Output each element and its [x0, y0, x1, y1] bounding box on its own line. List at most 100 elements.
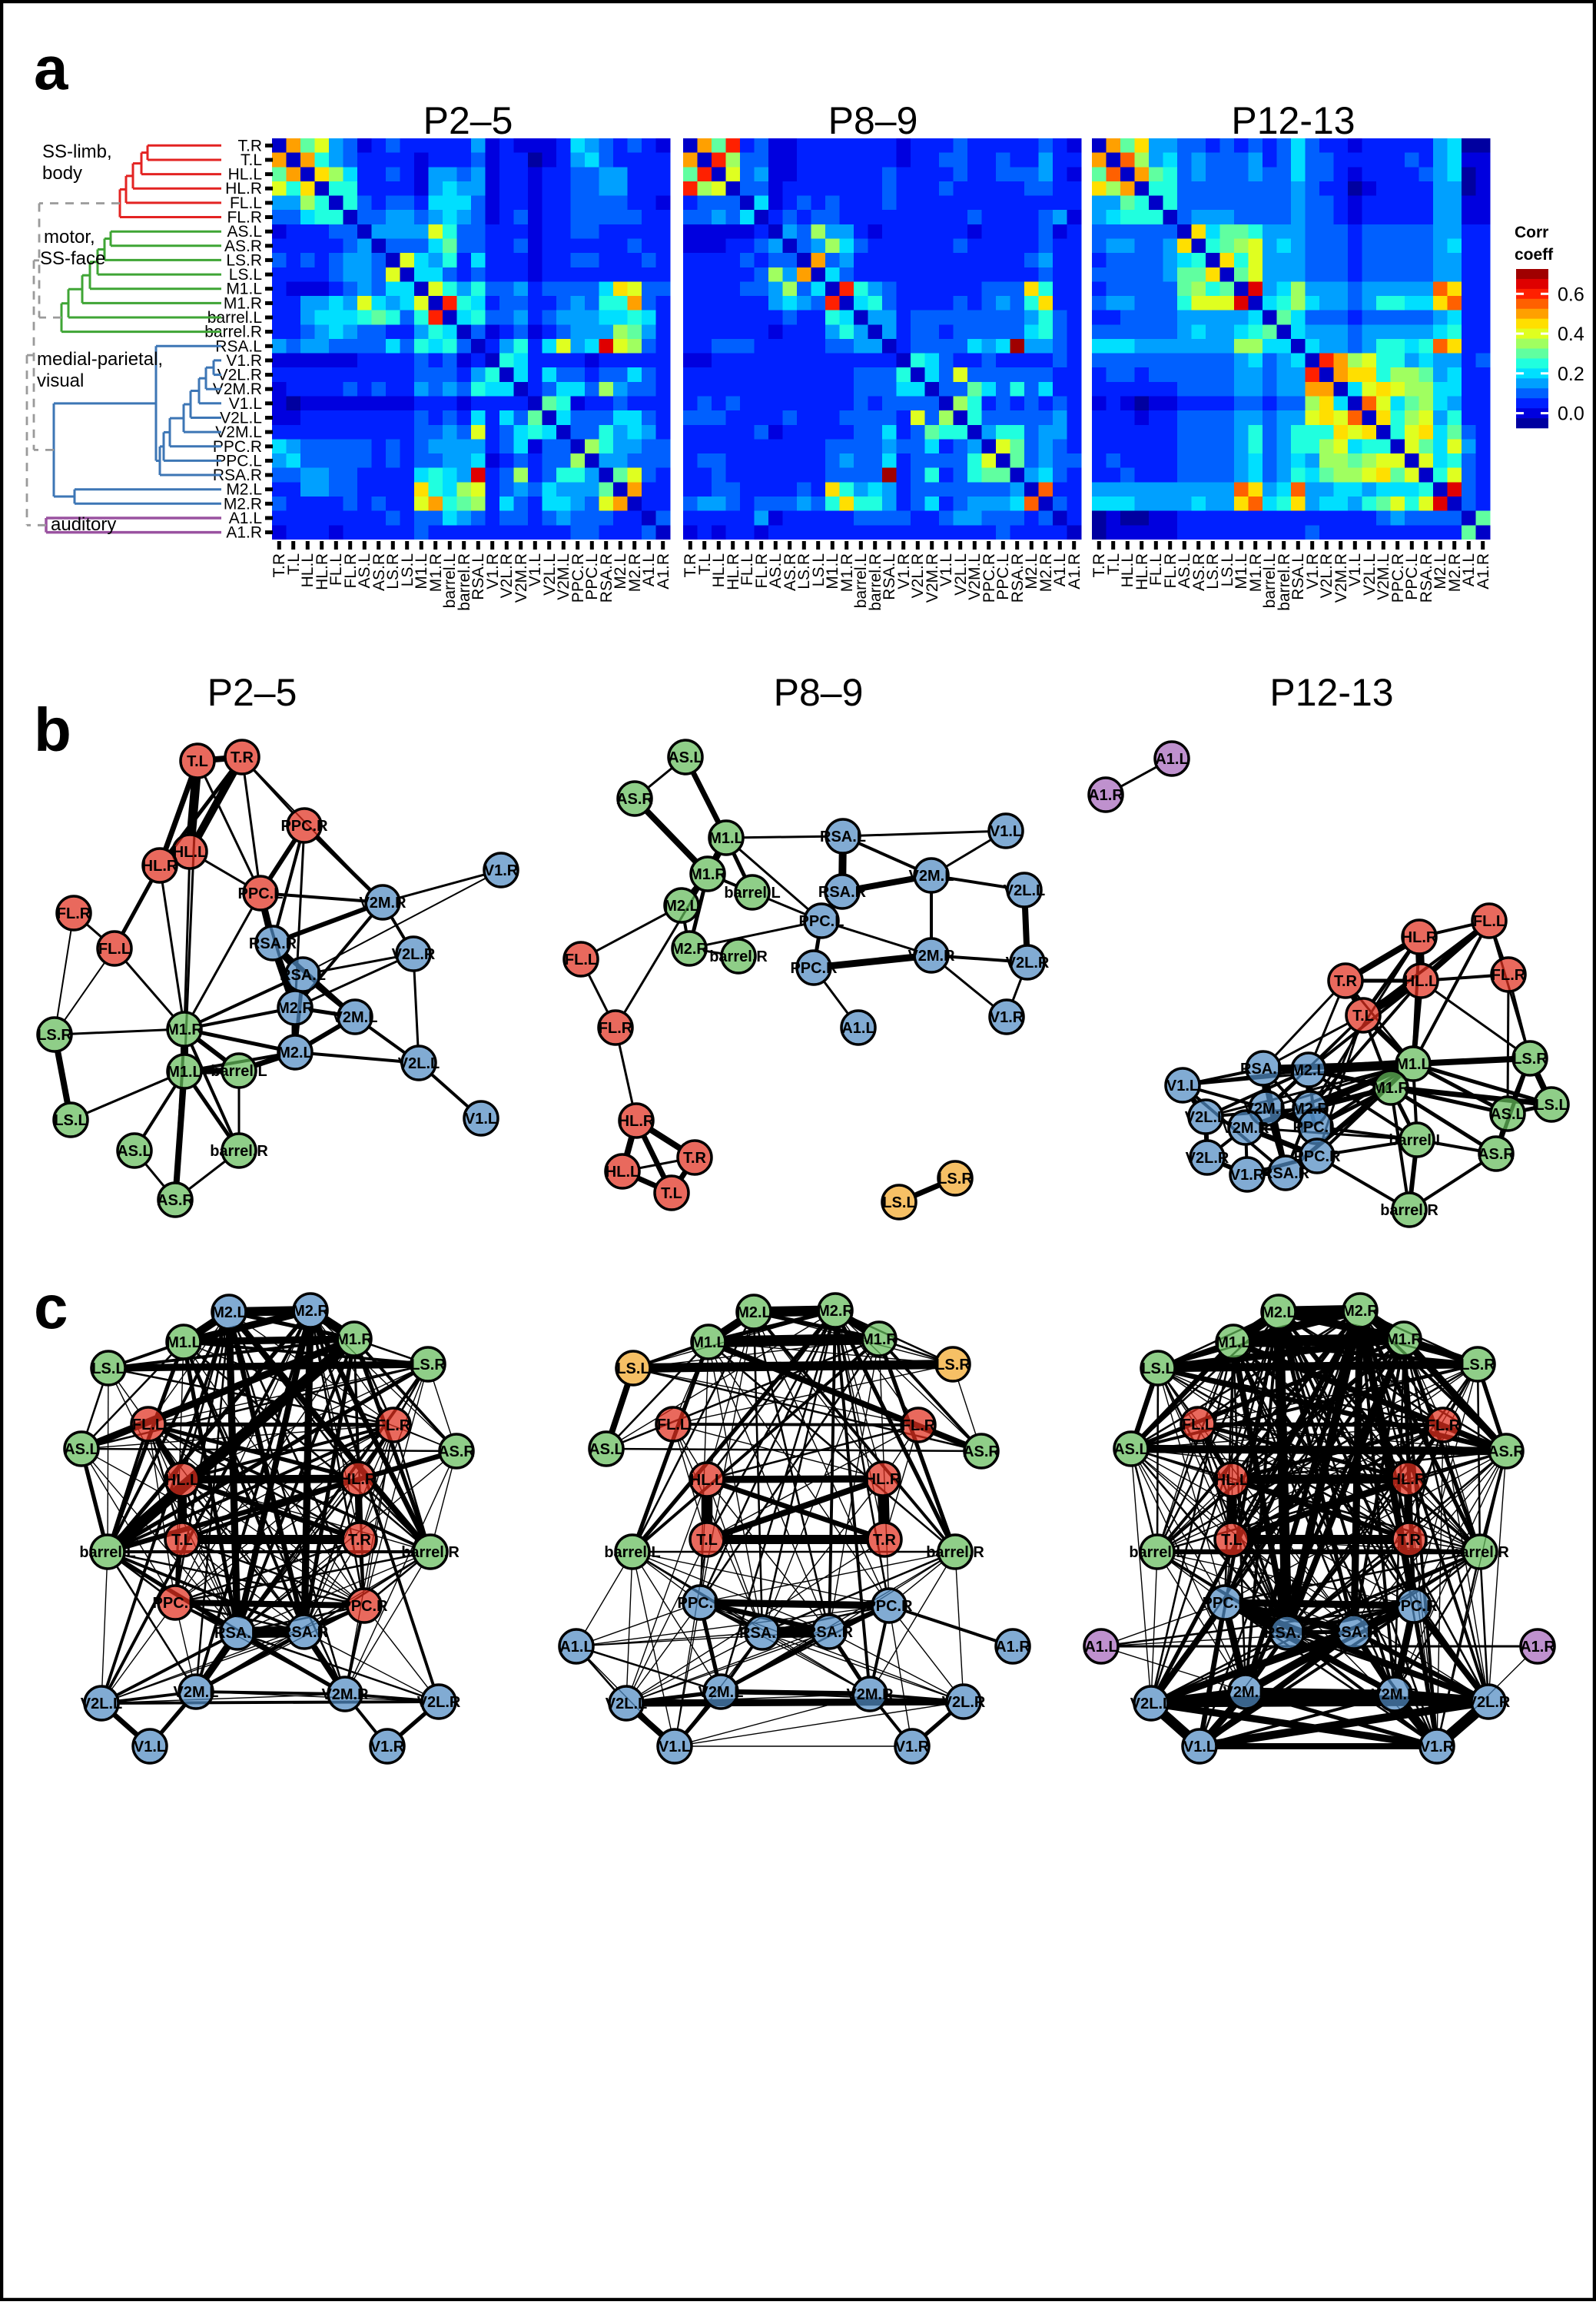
svg-text:RSA.L: RSA.L — [280, 967, 326, 984]
svg-text:V2M.R: V2M.R — [1371, 1686, 1418, 1703]
svg-text:AS.R: AS.R — [616, 791, 653, 808]
svg-text:PPC.R: PPC.R — [340, 1598, 388, 1615]
svg-text:M1.R: M1.R — [166, 1021, 203, 1038]
svg-text:M2.R: M2.R — [1292, 1101, 1329, 1118]
svg-text:AS.R: AS.R — [963, 1443, 1000, 1460]
svg-text:HL.R: HL.R — [142, 858, 178, 875]
svg-text:FL.L: FL.L — [565, 952, 597, 968]
svg-text:V2M.R: V2M.R — [321, 1686, 369, 1703]
svg-text:barrel.L: barrel.L — [604, 1544, 660, 1561]
svg-text:V1.R: V1.R — [370, 1739, 405, 1755]
svg-text:V1.R: V1.R — [895, 1739, 930, 1755]
svg-text:barrel.R: barrel.R — [1451, 1544, 1509, 1561]
svg-text:V2M.L: V2M.L — [174, 1684, 219, 1701]
svg-text:FL.L: FL.L — [1473, 913, 1505, 930]
svg-text:M1.R: M1.R — [689, 866, 726, 883]
svg-text:V1.L: V1.L — [465, 1111, 497, 1128]
svg-text:barrel.L: barrel.L — [724, 885, 780, 902]
svg-text:M2.R: M2.R — [1342, 1303, 1379, 1320]
svg-text:M1.L: M1.L — [1395, 1056, 1431, 1073]
svg-text:M1.L: M1.L — [166, 1334, 201, 1351]
svg-text:PPC.L: PPC.L — [799, 913, 844, 930]
svg-text:V2M.R: V2M.R — [1222, 1120, 1269, 1137]
svg-text:FL.L: FL.L — [1182, 1417, 1214, 1433]
svg-text:LS.L: LS.L — [882, 1194, 915, 1211]
svg-text:FL.L: FL.L — [657, 1417, 689, 1433]
svg-text:LS.R: LS.R — [935, 1357, 971, 1373]
svg-text:M1.R: M1.R — [861, 1331, 898, 1348]
svg-text:AS.L: AS.L — [1113, 1441, 1149, 1458]
svg-text:AS.L: AS.L — [589, 1441, 624, 1458]
svg-text:PPC.R: PPC.R — [1390, 1598, 1438, 1615]
svg-text:LS.R: LS.R — [410, 1357, 446, 1373]
svg-text:A1.R: A1.R — [1475, 553, 1492, 590]
svg-text:P12-13: P12-13 — [1269, 671, 1393, 714]
svg-text:V1.L: V1.L — [1183, 1739, 1216, 1755]
svg-text:0.4: 0.4 — [1558, 324, 1584, 345]
svg-text:AS.R: AS.R — [438, 1443, 475, 1460]
svg-text:T.L: T.L — [696, 1532, 718, 1549]
svg-text:barrel.R: barrel.R — [210, 1143, 268, 1160]
svg-text:0.6: 0.6 — [1558, 284, 1584, 305]
svg-text:barrel.R: barrel.R — [401, 1544, 460, 1561]
svg-text:RSA.L: RSA.L — [739, 1625, 785, 1642]
svg-text:LS.L: LS.L — [91, 1360, 124, 1377]
svg-text:M1.R: M1.R — [336, 1331, 373, 1348]
svg-text:V2L.L: V2L.L — [81, 1696, 122, 1712]
svg-text:RSA.R: RSA.R — [1330, 1624, 1379, 1641]
svg-text:V2L.L: V2L.L — [1130, 1696, 1172, 1712]
svg-text:PPC.L: PPC.L — [153, 1595, 198, 1612]
svg-text:LS.R: LS.R — [37, 1027, 72, 1044]
svg-text:AS.L: AS.L — [1490, 1106, 1525, 1123]
svg-text:LS.R: LS.R — [1460, 1357, 1495, 1373]
svg-text:LS.L: LS.L — [616, 1360, 649, 1377]
svg-text:RSA.R: RSA.R — [249, 935, 297, 952]
svg-text:P8–9: P8–9 — [774, 671, 864, 714]
svg-text:LS.L: LS.L — [1141, 1360, 1174, 1377]
svg-text:HL.R: HL.R — [865, 1471, 901, 1488]
svg-text:AS.L: AS.L — [668, 749, 703, 766]
svg-text:T.R: T.R — [683, 1150, 707, 1167]
svg-text:RSA.R: RSA.R — [805, 1624, 854, 1641]
svg-text:T.L: T.L — [187, 753, 208, 770]
svg-text:barrel.L: barrel.L — [1129, 1544, 1185, 1561]
svg-text:LS.L: LS.L — [1535, 1097, 1568, 1114]
svg-text:A1.R: A1.R — [995, 1639, 1030, 1656]
svg-text:M1.R: M1.R — [1385, 1331, 1422, 1348]
svg-text:V1.R: V1.R — [1420, 1739, 1455, 1755]
svg-text:auditory: auditory — [51, 514, 116, 535]
svg-text:V2L.R: V2L.R — [1467, 1694, 1511, 1711]
svg-text:T.R: T.R — [1334, 973, 1358, 990]
svg-text:M2.R: M2.R — [671, 941, 708, 958]
svg-text:visual: visual — [37, 370, 84, 391]
svg-text:FL.R: FL.R — [599, 1020, 633, 1037]
svg-text:A1.L: A1.L — [841, 1020, 874, 1037]
svg-text:AS.L: AS.L — [64, 1441, 99, 1458]
svg-text:PPC.R: PPC.R — [865, 1598, 913, 1615]
svg-text:V1.L: V1.L — [134, 1739, 166, 1755]
svg-text:A1.L: A1.L — [1084, 1639, 1117, 1656]
svg-text:PPC.R: PPC.R — [280, 818, 328, 835]
svg-text:body: body — [42, 163, 82, 184]
svg-text:FL.L: FL.L — [132, 1417, 164, 1433]
svg-text:V2L.L: V2L.L — [1004, 882, 1045, 899]
svg-text:M2.R: M2.R — [817, 1303, 854, 1320]
svg-text:V1.R: V1.R — [484, 862, 519, 879]
svg-text:barrel.L: barrel.L — [211, 1063, 267, 1080]
svg-text:V2L.R: V2L.R — [1006, 955, 1050, 971]
svg-text:barrel.R: barrel.R — [1380, 1202, 1438, 1219]
svg-text:HL.L: HL.L — [165, 1472, 199, 1489]
svg-text:FL.R: FL.R — [1491, 967, 1526, 984]
svg-text:A1.L: A1.L — [1155, 751, 1188, 768]
svg-text:HL.R: HL.R — [340, 1471, 377, 1488]
svg-text:P2–5: P2–5 — [423, 99, 513, 142]
svg-text:HL.L: HL.L — [1215, 1472, 1249, 1489]
svg-text:barrel.L: barrel.L — [1389, 1132, 1445, 1149]
svg-text:b: b — [34, 696, 71, 764]
svg-text:M2.L: M2.L — [1261, 1304, 1296, 1321]
svg-text:V1.R: V1.R — [1230, 1167, 1265, 1184]
svg-text:M2.R: M2.R — [292, 1303, 329, 1320]
svg-text:T.L: T.L — [171, 1532, 193, 1549]
svg-text:A1.L: A1.L — [559, 1639, 592, 1656]
svg-text:M1.L: M1.L — [691, 1334, 726, 1351]
